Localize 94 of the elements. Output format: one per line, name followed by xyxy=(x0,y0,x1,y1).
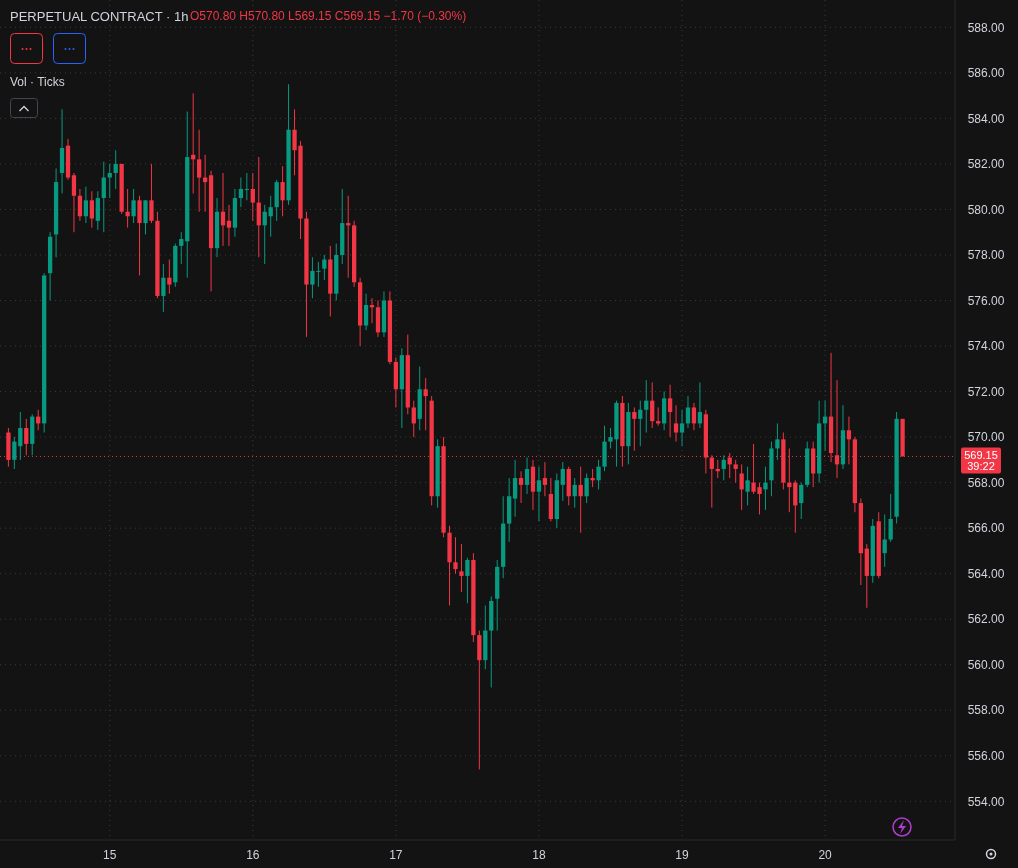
y-tick-label: 572.00 xyxy=(967,384,1005,399)
candlestick xyxy=(238,177,244,208)
candlestick xyxy=(363,293,369,331)
candlestick xyxy=(24,418,29,456)
candlestick xyxy=(113,149,118,190)
y-tick-label: 578.00 xyxy=(967,248,1005,263)
candlestick xyxy=(411,400,416,438)
candlestick xyxy=(256,156,261,258)
candlestick xyxy=(888,493,893,543)
candlestick xyxy=(12,436,17,470)
candlestick xyxy=(739,463,744,511)
candlestick xyxy=(125,188,130,229)
candlestick xyxy=(95,190,100,231)
candlestick xyxy=(685,395,691,429)
candlestick xyxy=(799,482,804,520)
candlestick xyxy=(721,454,726,481)
candlestick xyxy=(512,459,518,518)
y-tick-label: 554.00 xyxy=(967,794,1005,809)
candlestick xyxy=(542,461,548,497)
candlestick xyxy=(846,416,852,465)
candlestick xyxy=(197,129,202,213)
candlestick xyxy=(280,165,285,217)
candlestick xyxy=(149,163,154,224)
candlestick xyxy=(465,557,470,604)
candlestick xyxy=(536,466,542,522)
text: 39:22 xyxy=(967,460,995,473)
candlestick xyxy=(518,470,524,504)
candlestick xyxy=(590,468,595,488)
y-tick-label: 558.00 xyxy=(967,703,1005,718)
candlestick xyxy=(77,188,83,222)
candlestick xyxy=(131,188,136,224)
annotation: O570.80 H570.80 L569.15 C569.15 −1.70 (−0.30%) xyxy=(190,9,467,24)
x-tick-label: 17 xyxy=(389,848,403,863)
candlestick xyxy=(322,254,327,281)
candlestick xyxy=(423,377,428,431)
candlestick xyxy=(697,381,703,429)
x-tick-label: 20 xyxy=(818,848,833,863)
candlestick xyxy=(101,161,106,233)
candlestick xyxy=(268,195,273,238)
candlestick xyxy=(679,409,685,447)
candlestick xyxy=(459,543,464,593)
candlestick xyxy=(572,477,577,509)
y-tick-label: 562.00 xyxy=(967,612,1005,627)
y-tick-label: 566.00 xyxy=(967,521,1005,536)
candlestick xyxy=(83,186,89,224)
x-tick-label: 19 xyxy=(675,848,690,863)
y-tick-label: 568.00 xyxy=(967,475,1005,490)
candlestick xyxy=(250,172,255,222)
y-tick-label: 584.00 xyxy=(967,111,1005,126)
candlestick xyxy=(143,199,148,235)
candlestick xyxy=(775,422,780,461)
candlestick xyxy=(673,404,679,443)
candlestick xyxy=(650,381,655,429)
candlestick xyxy=(89,190,94,229)
candlestick xyxy=(584,473,589,504)
y-tick-label: 564.00 xyxy=(967,566,1005,581)
candlestick xyxy=(524,457,530,495)
candlestick xyxy=(71,172,77,233)
y-tick-label: 574.00 xyxy=(967,339,1005,354)
candlestick xyxy=(578,466,583,534)
candlestick xyxy=(745,466,750,506)
candlestick xyxy=(667,384,673,438)
candlestick xyxy=(244,172,249,201)
candlestick xyxy=(733,459,738,484)
candlestick xyxy=(161,263,166,313)
y-tick-label: 570.00 xyxy=(967,430,1005,445)
y-tick-label: 582.00 xyxy=(967,157,1005,172)
candlestick xyxy=(763,466,768,511)
y-tick-label: 580.00 xyxy=(967,202,1005,217)
x-tick-label: 15 xyxy=(103,848,117,863)
candlestick xyxy=(596,459,601,490)
y-tick-label: 576.00 xyxy=(967,293,1005,308)
y-tick-label: 588.00 xyxy=(967,20,1005,35)
candlestick xyxy=(226,204,232,247)
candlestick xyxy=(107,163,112,199)
candlestick xyxy=(453,536,458,575)
candlestick xyxy=(632,406,637,452)
candlestick xyxy=(18,411,23,461)
candlestick xyxy=(179,231,184,265)
y-tick-label: 560.00 xyxy=(967,657,1005,672)
candlestick xyxy=(691,402,697,431)
x-tick-label: 16 xyxy=(246,848,260,863)
candlestick xyxy=(137,195,142,276)
y-tick-label: 586.00 xyxy=(967,66,1005,81)
annotation: Vol · Ticks xyxy=(10,75,65,90)
candlestick xyxy=(793,479,798,534)
ref-line-label: 569.15 xyxy=(964,449,998,462)
candlestick xyxy=(644,379,649,434)
candlestick xyxy=(560,461,565,502)
x-tick-label: 18 xyxy=(532,848,546,863)
candlestick xyxy=(167,259,172,295)
y-tick-label: 556.00 xyxy=(967,748,1005,763)
candlestick xyxy=(638,400,643,447)
text: PERPETUAL CONTRACT · 1h xyxy=(10,8,189,24)
